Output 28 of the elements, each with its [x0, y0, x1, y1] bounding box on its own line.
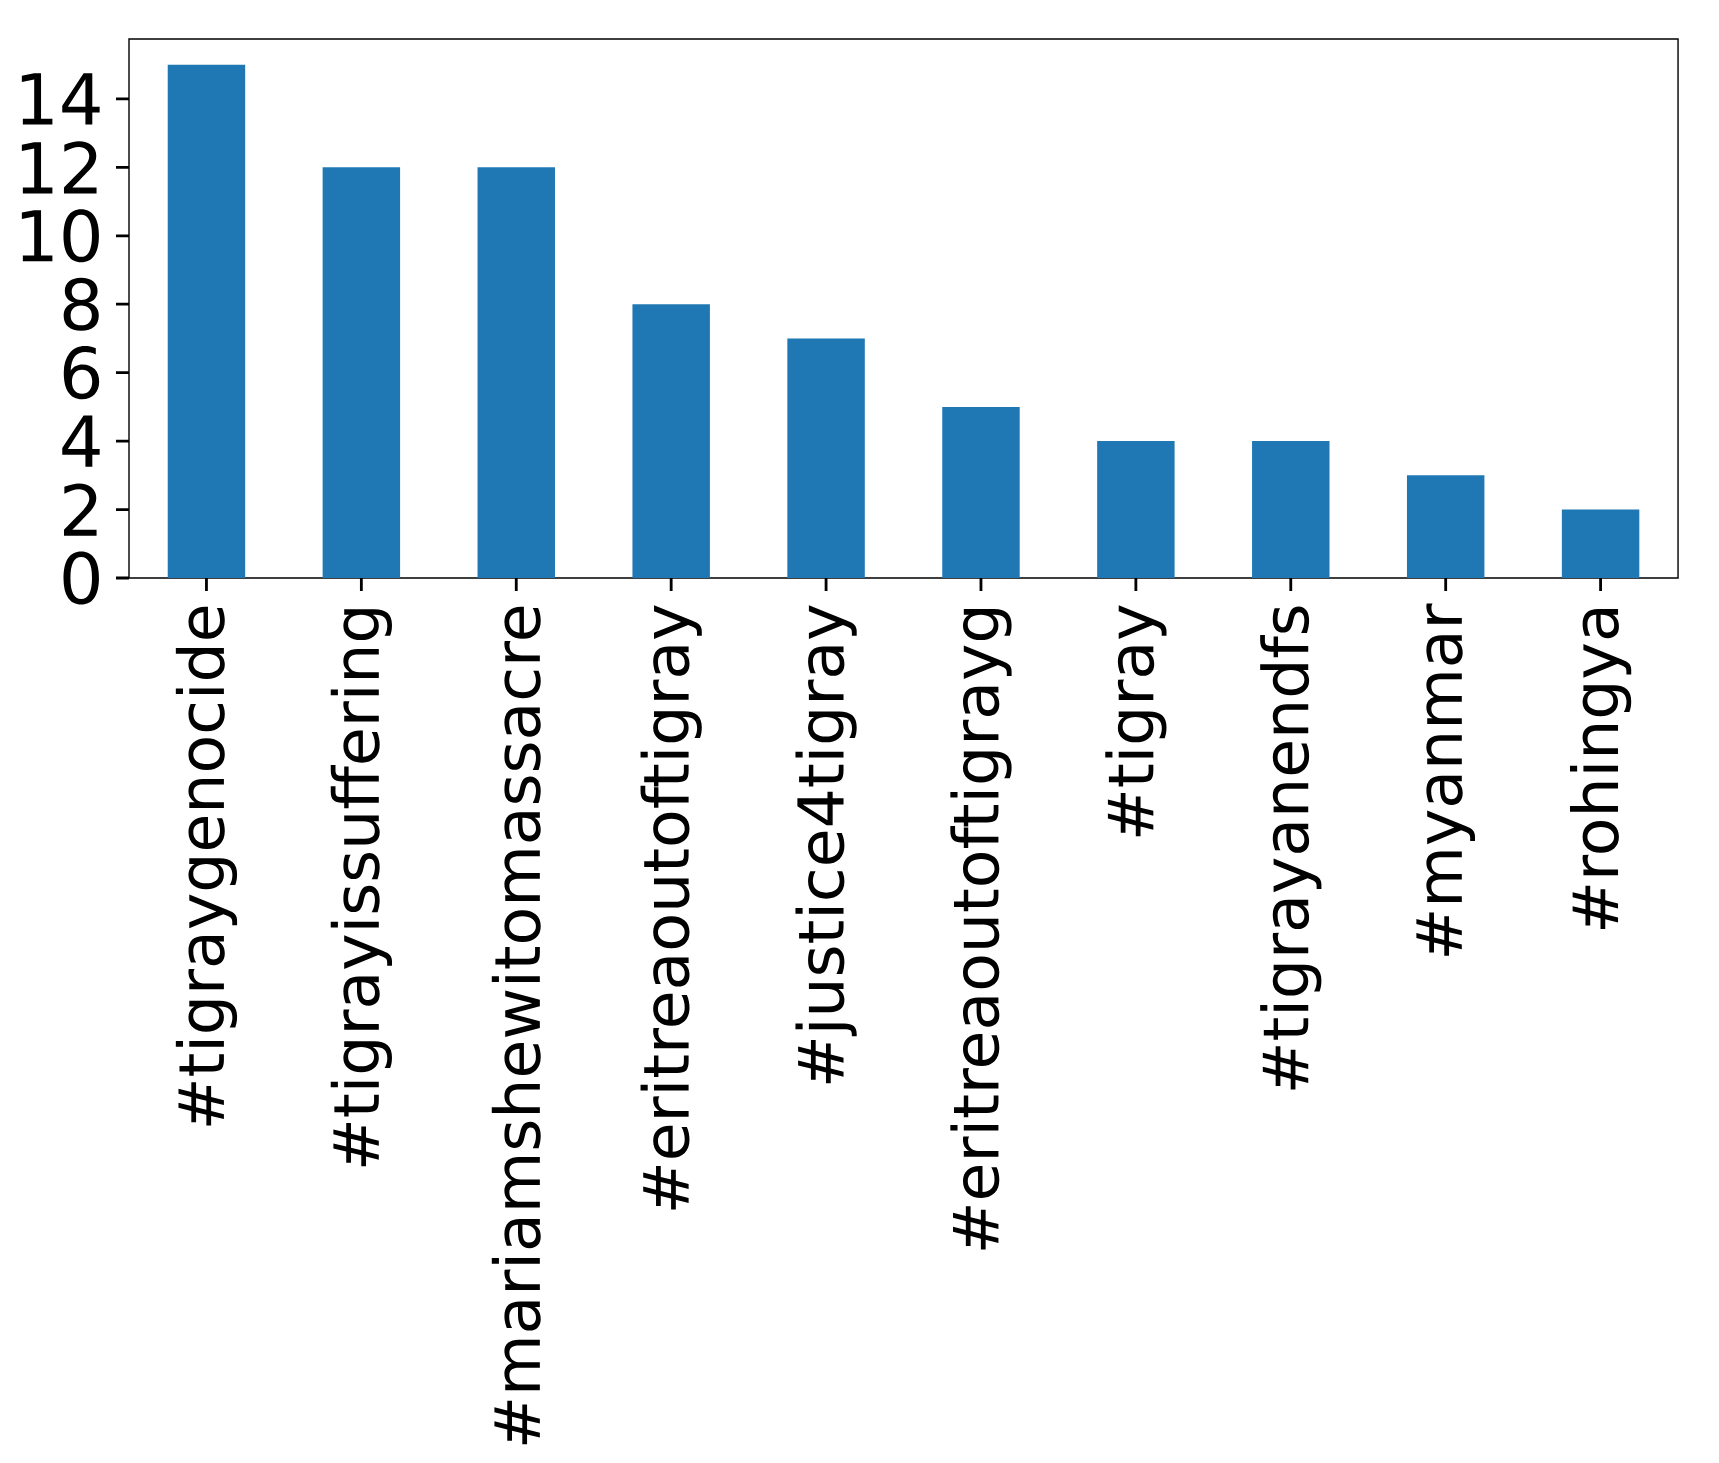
- bar: [1252, 441, 1330, 579]
- bar: [632, 304, 710, 579]
- x-tick-label: #tigrayissuffering: [330, 609, 392, 1167]
- bar: [1406, 475, 1485, 579]
- y-tick-label: 4: [62, 415, 100, 467]
- bar: [787, 338, 865, 579]
- y-tick-label: 12: [21, 141, 97, 194]
- bar: [1561, 509, 1640, 579]
- bar: [167, 64, 246, 579]
- bar: [322, 167, 401, 579]
- y-tick-label: 6: [63, 346, 100, 400]
- x-tick-label: #justice4tigray: [795, 605, 857, 1084]
- y-tick-label: 2: [63, 483, 97, 536]
- x-tick-label: #tigraygenocide: [175, 606, 238, 1126]
- x-tick-label: #rohingya: [1569, 609, 1632, 929]
- y-tick-label: 0: [63, 551, 99, 605]
- x-tick-label: #eritreaoutoftigray: [640, 605, 702, 1210]
- x-tick-label: #tigrayanendfs: [1260, 606, 1322, 1090]
- bar: [1097, 441, 1175, 579]
- y-tick-label: 14: [21, 73, 100, 125]
- y-tick-label: 10: [21, 209, 99, 263]
- x-tick-label: #eritreaoutoftigrayg: [950, 609, 1012, 1250]
- x-tick-label: #tigray: [1105, 605, 1167, 837]
- x-tick-label: #myanmar: [1416, 603, 1475, 956]
- x-tick-label: #mariamshewitomassacre: [491, 606, 541, 1445]
- bar: [942, 406, 1020, 579]
- y-tick-label: 8: [63, 277, 99, 331]
- bar: [477, 167, 555, 579]
